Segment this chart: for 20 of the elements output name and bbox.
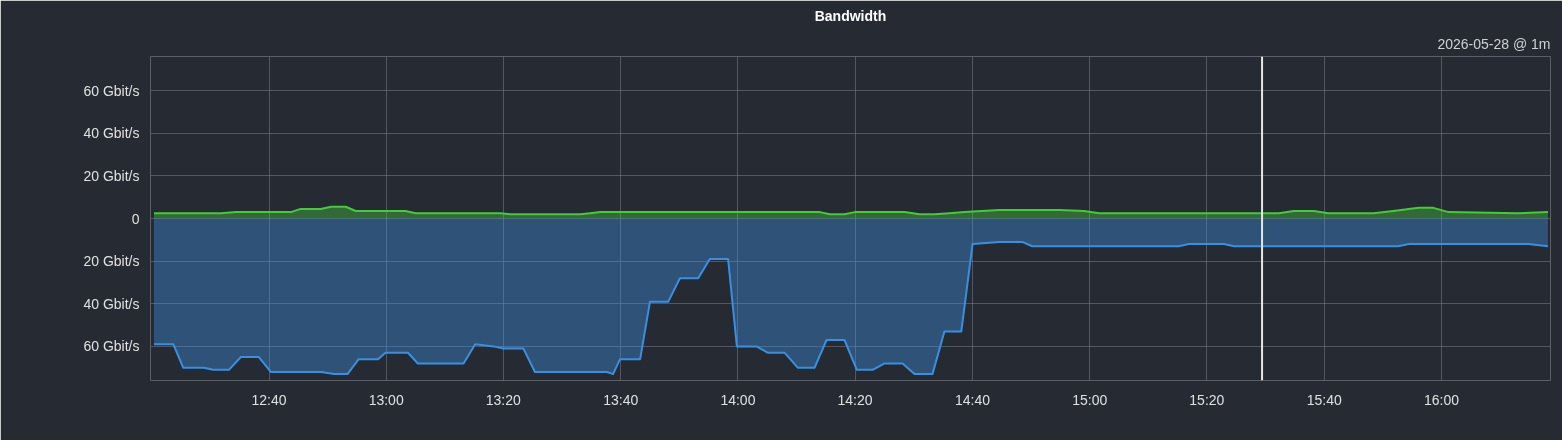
x-tick-label: 14:20	[837, 391, 873, 408]
y-tick-label: 20 Gbit/s	[83, 167, 140, 184]
text: 2026-05-28 @ 1m	[1437, 35, 1551, 52]
x-tick-label: 13:40	[603, 391, 639, 408]
x-tick-label: 12:40	[251, 391, 287, 408]
x-tick-label: 13:20	[485, 391, 522, 408]
x-tick-label: 13:00	[368, 391, 404, 408]
x-tick-label: 15:00	[1072, 391, 1108, 408]
x-tick-label: 15:40	[1306, 391, 1343, 408]
x-tick-label: 15:20	[1189, 391, 1225, 408]
chart-title: Bandwidth	[814, 7, 887, 24]
x-tick-label: 16:00	[1423, 391, 1460, 408]
y-tick-label: 40 Gbit/s	[83, 295, 140, 312]
y-tick-label: 40 Gbit/s	[83, 125, 140, 142]
y-tick-label: 20 Gbit/s	[83, 253, 140, 270]
y-tick-label: 0	[131, 210, 140, 227]
x-tick-label: 14:00	[720, 391, 756, 408]
y-tick-label: 60 Gbit/s	[83, 82, 140, 99]
x-tick-label: 14:40	[955, 391, 991, 408]
y-tick-label: 60 Gbit/s	[83, 338, 140, 355]
